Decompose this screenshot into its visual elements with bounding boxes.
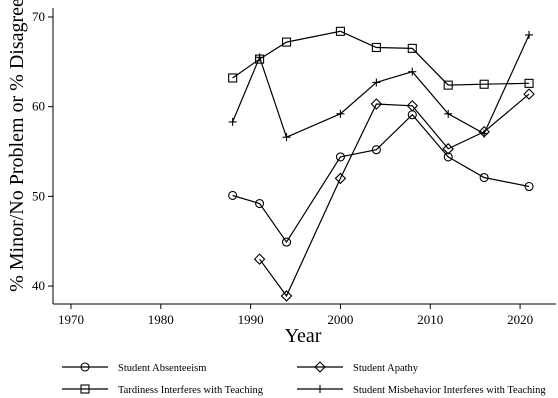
legend-marker xyxy=(80,362,90,372)
data-point xyxy=(371,145,381,155)
data-point xyxy=(406,99,419,112)
legend-label: Tardiness Interferes with Teaching xyxy=(118,385,264,396)
legend-label: Student Misbehavior Interferes with Teac… xyxy=(353,385,546,396)
y-tick-label: 60 xyxy=(32,99,45,114)
x-tick-label: 1990 xyxy=(238,312,264,327)
chart-axes: 40 50 60 70 1970 1980 1990 2000 2010 2020 xyxy=(32,8,556,327)
data-point xyxy=(479,79,489,89)
y-tick-label: 50 xyxy=(32,188,45,203)
data-point xyxy=(523,88,535,100)
x-axis-label: Year xyxy=(285,325,322,347)
data-point xyxy=(370,98,383,110)
data-point xyxy=(372,78,381,87)
data-point xyxy=(253,253,266,265)
data-point xyxy=(525,30,534,39)
legend-label: Student Absenteeism xyxy=(118,363,206,374)
data-point xyxy=(334,172,347,185)
data-point xyxy=(371,42,381,53)
y-tick-label: 40 xyxy=(32,278,45,293)
x-tick-label: 1970 xyxy=(58,312,84,327)
series-layer xyxy=(228,26,535,302)
legend-item: Student Apathy xyxy=(297,361,419,374)
series-student-apathy xyxy=(253,88,535,302)
data-point xyxy=(255,53,264,62)
x-tick-label: 1980 xyxy=(148,312,174,327)
legend-item: Student Absenteeism xyxy=(62,362,206,374)
data-point xyxy=(282,133,291,142)
data-point xyxy=(228,73,238,83)
data-point xyxy=(442,143,454,155)
series-line xyxy=(232,113,530,244)
data-point xyxy=(479,172,489,183)
data-point xyxy=(443,152,453,162)
data-point xyxy=(228,190,238,201)
x-tick-label: 2020 xyxy=(507,312,533,327)
y-axis-label: % Minor/No Problem or % Disagree xyxy=(6,0,28,292)
data-point xyxy=(524,181,534,192)
data-point xyxy=(443,80,453,90)
legend-item: Tardiness Interferes with Teaching xyxy=(62,384,264,396)
x-tick-label: 2000 xyxy=(327,312,353,327)
y-tick-label: 70 xyxy=(32,9,45,24)
data-point xyxy=(281,237,292,247)
data-point xyxy=(407,43,417,53)
data-point xyxy=(480,129,489,138)
legend-marker xyxy=(314,361,326,373)
data-point xyxy=(228,117,237,126)
data-point xyxy=(336,109,345,118)
x-tick-label: 2010 xyxy=(417,312,443,327)
data-point xyxy=(281,37,292,47)
series-tardiness-interferes-with-teaching xyxy=(228,26,534,90)
data-point xyxy=(280,290,293,302)
data-point xyxy=(408,67,417,76)
series-student-misbehavior-interferes-with-teaching xyxy=(228,30,534,142)
data-point xyxy=(335,152,345,162)
series-student-absenteeism xyxy=(228,110,534,247)
data-point xyxy=(524,78,534,88)
legend-marker xyxy=(316,385,324,393)
series-line xyxy=(232,30,530,86)
legend-item: Student Misbehavior Interferes with Teac… xyxy=(297,385,546,396)
chart-legend: Student Absenteeism Student Apathy Tardine… xyxy=(62,361,546,396)
legend-marker xyxy=(80,384,90,394)
legend-label: Student Apathy xyxy=(353,363,419,374)
data-point xyxy=(255,198,265,209)
data-point xyxy=(444,109,453,118)
series-line xyxy=(259,93,530,298)
data-point xyxy=(335,26,345,36)
